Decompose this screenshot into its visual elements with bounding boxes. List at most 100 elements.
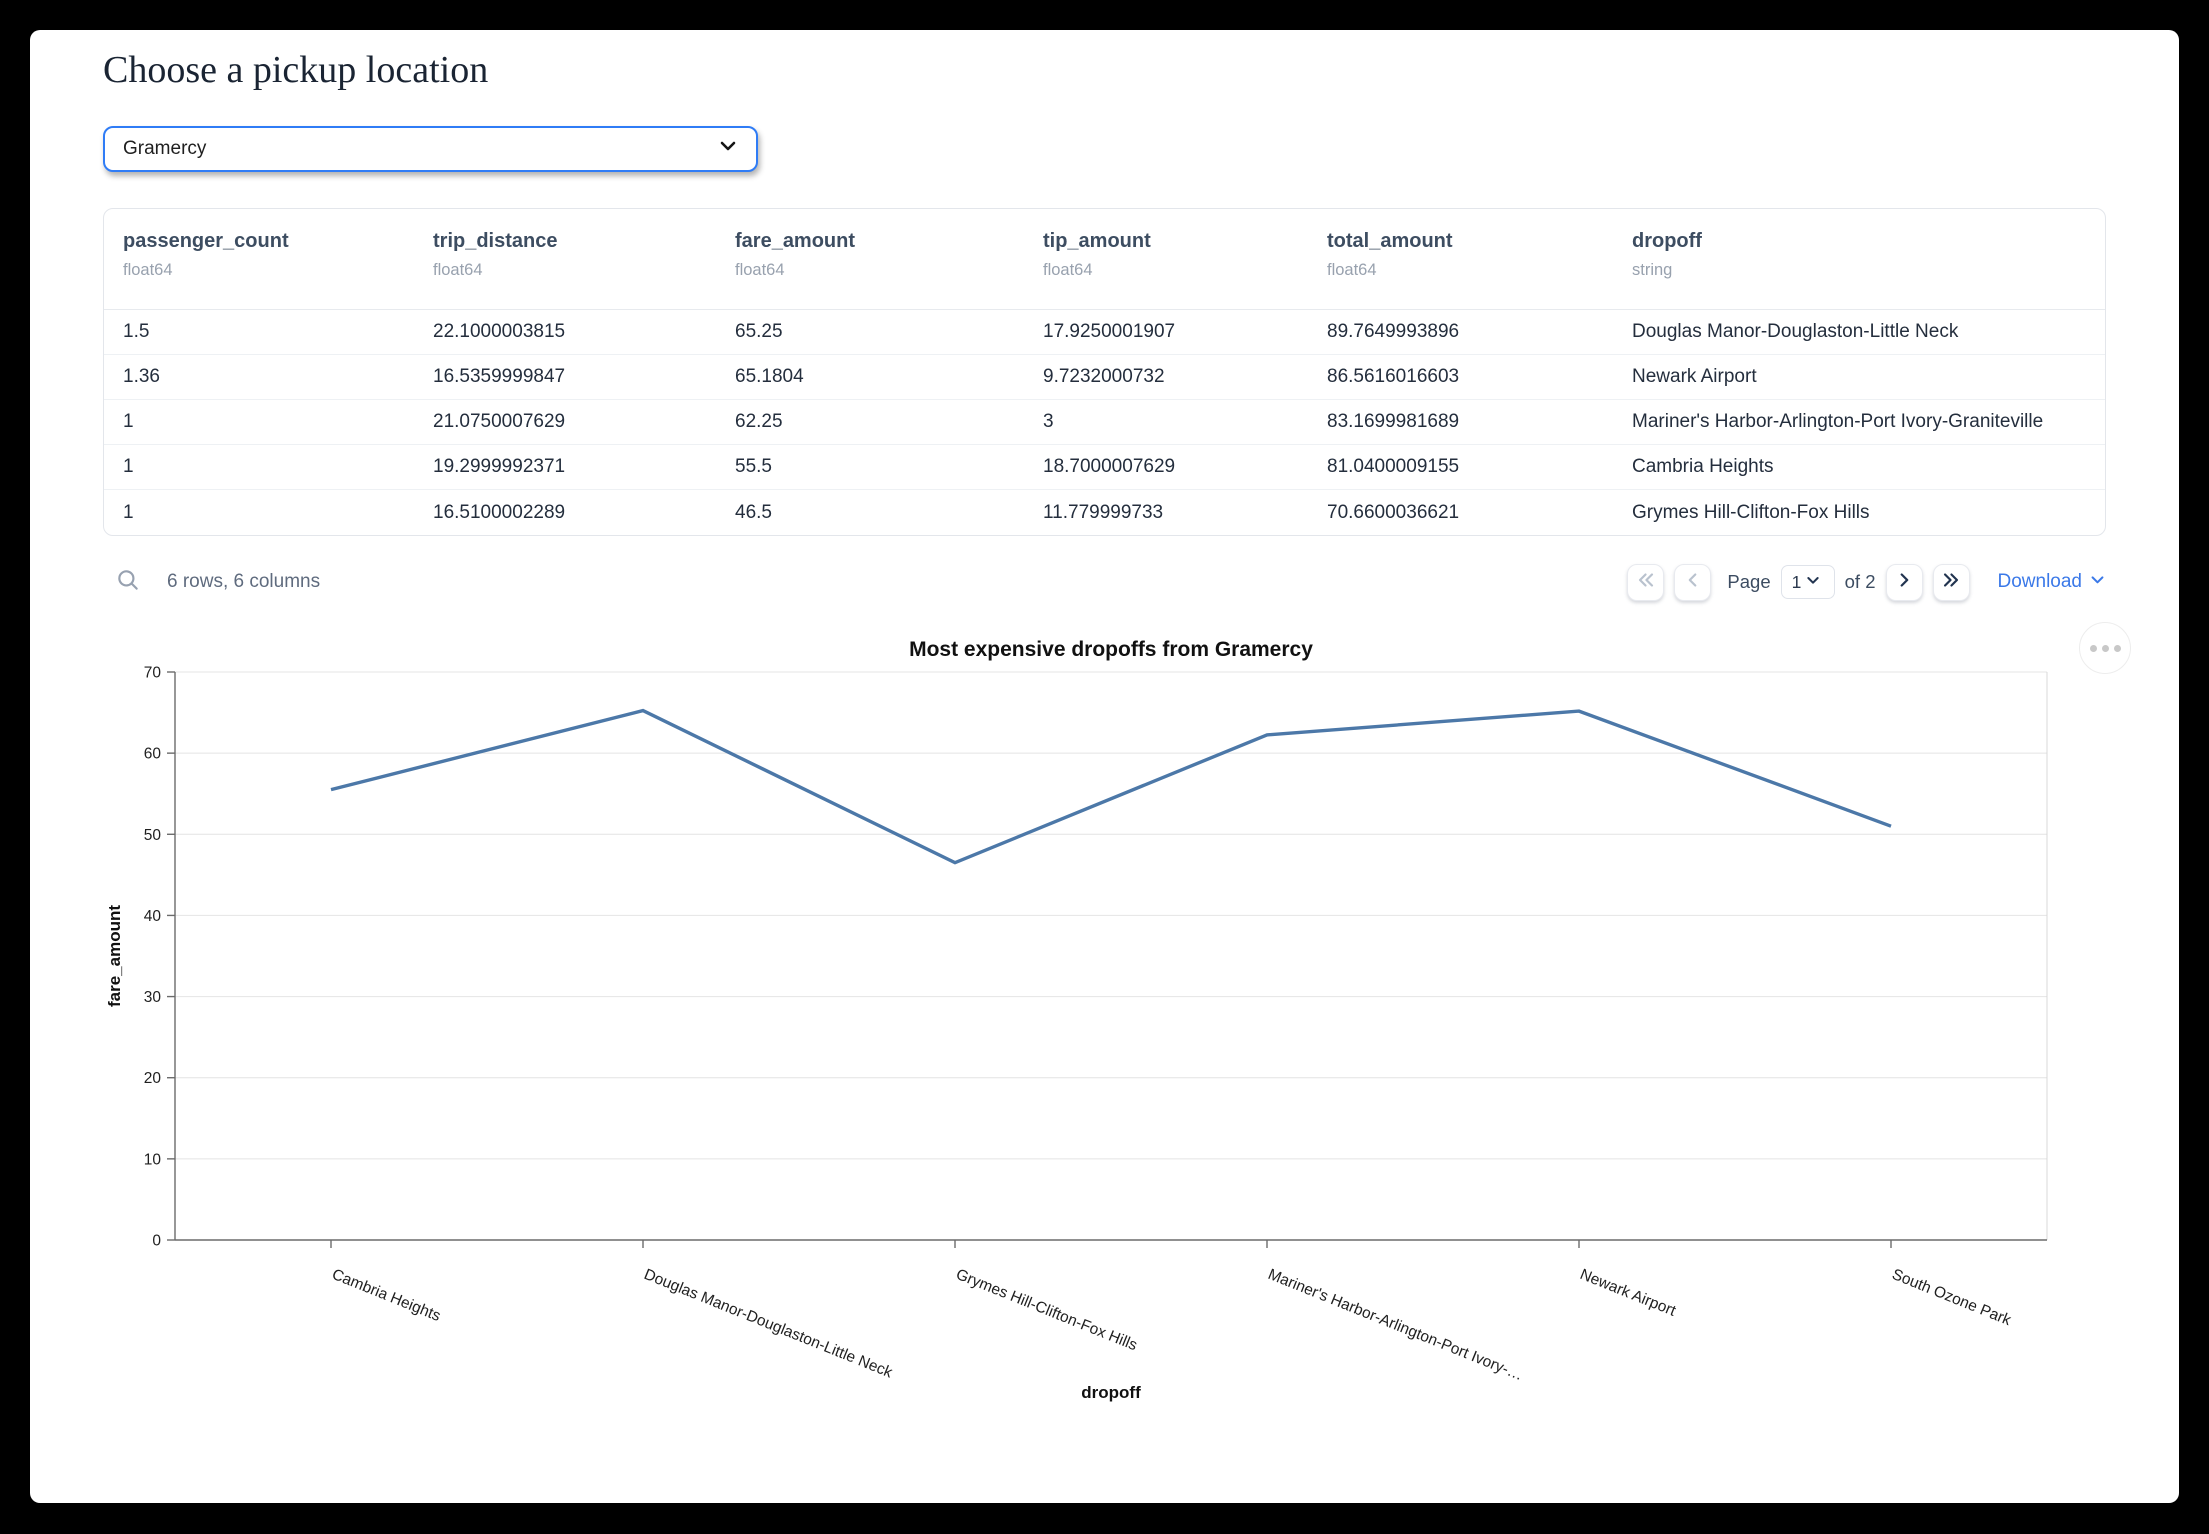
chevron-down-icon bbox=[716, 134, 740, 164]
table-cell: 22.1000003815 bbox=[433, 321, 566, 342]
search-icon[interactable] bbox=[115, 567, 141, 598]
column-type: float64 bbox=[735, 261, 785, 279]
table-row[interactable]: 1 19.2999992371 55.5 18.7000007629 81.040000… bbox=[104, 445, 2105, 490]
page-label: Page bbox=[1727, 571, 1771, 592]
column-header[interactable]: dropoff string bbox=[1613, 230, 2105, 309]
table-summary: 6 rows, 6 columns bbox=[167, 571, 321, 592]
double-chevron-left-icon bbox=[1635, 569, 1657, 596]
table-cell: 86.5616016603 bbox=[1327, 366, 1460, 387]
table-cell: 62.25 bbox=[735, 411, 783, 432]
table-body: 1.5 22.1000003815 65.25 17.9250001907 89.764… bbox=[104, 310, 2105, 535]
svg-text:Newark Airport: Newark Airport bbox=[1578, 1266, 1679, 1320]
next-page-button[interactable] bbox=[1885, 563, 1923, 601]
table-cell: 11.779999733 bbox=[1043, 501, 1164, 523]
table-cell: Grymes Hill-Clifton-Fox Hills bbox=[1632, 501, 1870, 523]
table-cell: 55.5 bbox=[735, 456, 772, 477]
column-name: trip_distance bbox=[433, 230, 558, 252]
table-cell: 17.9250001907 bbox=[1043, 321, 1176, 342]
table-row[interactable]: 1.36 16.5359999847 65.1804 9.7232000732 86.5… bbox=[104, 355, 2105, 400]
table-cell: 16.5359999847 bbox=[433, 366, 566, 387]
table-cell: Newark Airport bbox=[1632, 366, 1757, 387]
table-cell: 89.7649993896 bbox=[1327, 321, 1460, 342]
table-cell: 9.7232000732 bbox=[1043, 366, 1165, 387]
table-footer: 6 rows, 6 columns Page 1 of 2 bbox=[103, 562, 2106, 602]
table-cell: Mariner's Harbor-Arlington-Port Ivory-Gr… bbox=[1632, 411, 2044, 432]
svg-text:Douglas Manor-Douglaston-Littl: Douglas Manor-Douglaston-Little Neck bbox=[642, 1266, 895, 1382]
table-cell: 65.1804 bbox=[735, 366, 804, 387]
table-cell: 18.7000007629 bbox=[1043, 456, 1176, 477]
chart-menu-button[interactable] bbox=[2079, 622, 2131, 674]
svg-text:10: 10 bbox=[144, 1151, 162, 1168]
column-name: total_amount bbox=[1327, 230, 1453, 252]
svg-text:40: 40 bbox=[144, 908, 162, 925]
table-cell: 19.2999992371 bbox=[433, 456, 566, 477]
table-cell: 1 bbox=[123, 411, 134, 432]
page-number-select[interactable]: 1 bbox=[1780, 565, 1835, 599]
column-type: string bbox=[1632, 261, 1673, 279]
svg-text:20: 20 bbox=[144, 1070, 162, 1087]
table-cell: 81.0400009155 bbox=[1327, 456, 1460, 477]
svg-text:50: 50 bbox=[144, 827, 162, 844]
table-cell: Douglas Manor-Douglaston-Little Neck bbox=[1632, 321, 1959, 342]
download-label: Download bbox=[1997, 571, 2083, 592]
chevron-down-icon bbox=[1801, 572, 1821, 593]
svg-text:Cambria Heights: Cambria Heights bbox=[330, 1266, 444, 1325]
column-name: fare_amount bbox=[735, 230, 856, 252]
column-header[interactable]: fare_amount float64 bbox=[716, 230, 1024, 309]
pickup-location-select[interactable]: Gramercy bbox=[103, 126, 758, 172]
column-header[interactable]: trip_distance float64 bbox=[414, 230, 716, 309]
svg-text:70: 70 bbox=[144, 665, 162, 682]
table-cell: 3 bbox=[1043, 411, 1054, 432]
chevron-left-icon bbox=[1682, 569, 1704, 596]
table-cell: 1.36 bbox=[123, 366, 160, 387]
pickup-location-value: Gramercy bbox=[123, 138, 207, 159]
column-header[interactable]: passenger_count float64 bbox=[104, 230, 414, 309]
chart-section: 0 10 20 30 40 50 60 70 Cambria Heights Douglas Ma… bbox=[103, 620, 2131, 1410]
download-button[interactable]: Download bbox=[1998, 571, 2107, 594]
app-card: Choose a pickup location Gramercy passen… bbox=[30, 30, 2179, 1503]
table-row[interactable]: 1.5 22.1000003815 65.25 17.9250001907 89.764… bbox=[104, 310, 2105, 355]
page-number-value: 1 bbox=[1791, 571, 1802, 592]
svg-text:dropoff: dropoff bbox=[1081, 1383, 1141, 1402]
ellipsis-icon bbox=[2089, 644, 2121, 652]
svg-text:Mariner's Harbor-Arlington-Por: Mariner's Harbor-Arlington-Port Ivory-… bbox=[1266, 1266, 1526, 1384]
column-header[interactable]: total_amount float64 bbox=[1308, 230, 1613, 309]
column-name: tip_amount bbox=[1043, 230, 1151, 252]
column-name: dropoff bbox=[1632, 230, 1702, 252]
table-cell: 70.6600036621 bbox=[1327, 501, 1460, 523]
table-cell: 21.0750007629 bbox=[433, 411, 566, 432]
column-type: float64 bbox=[1043, 261, 1093, 279]
svg-text:Most expensive dropoffs from G: Most expensive dropoffs from Gramercy bbox=[909, 638, 1313, 661]
column-name: passenger_count bbox=[123, 230, 289, 252]
column-header[interactable]: tip_amount float64 bbox=[1024, 230, 1308, 309]
column-type: float64 bbox=[123, 261, 173, 279]
chevron-right-icon bbox=[1893, 569, 1915, 596]
svg-text:60: 60 bbox=[144, 746, 162, 763]
page-title: Choose a pickup location bbox=[103, 49, 489, 91]
svg-text:0: 0 bbox=[152, 1233, 161, 1250]
double-chevron-right-icon bbox=[1940, 569, 1962, 596]
last-page-button[interactable] bbox=[1932, 563, 1970, 601]
table-cell: 65.25 bbox=[735, 321, 783, 342]
column-type: float64 bbox=[1327, 261, 1377, 279]
page-count-label: of 2 bbox=[1844, 571, 1876, 592]
table-cell: 46.5 bbox=[735, 501, 772, 523]
first-page-button[interactable] bbox=[1627, 563, 1665, 601]
table-cell: 83.1699981689 bbox=[1327, 411, 1460, 432]
table-row[interactable]: 1 16.5100002289 46.5 11.779999733 70.6600036… bbox=[104, 490, 2105, 535]
prev-page-button[interactable] bbox=[1674, 563, 1712, 601]
table-cell: Cambria Heights bbox=[1632, 456, 1774, 477]
table-cell: 1 bbox=[123, 456, 134, 477]
svg-text:Grymes Hill-Clifton-Fox Hills: Grymes Hill-Clifton-Fox Hills bbox=[954, 1266, 1140, 1354]
fare-amount-line-chart: 0 10 20 30 40 50 60 70 Cambria Heights Douglas Ma… bbox=[105, 638, 2048, 1402]
svg-text:fare_amount: fare_amount bbox=[105, 905, 124, 1007]
column-type: float64 bbox=[433, 261, 483, 279]
table-cell: 1 bbox=[123, 501, 134, 523]
table-cell: 16.5100002289 bbox=[433, 501, 566, 523]
svg-text:South Ozone Park: South Ozone Park bbox=[1890, 1266, 2014, 1329]
chevron-down-icon bbox=[2082, 571, 2106, 594]
table-row[interactable]: 1 21.0750007629 62.25 3 83.1699981689 Mariner… bbox=[104, 400, 2105, 445]
table-cell: 1.5 bbox=[123, 321, 150, 342]
